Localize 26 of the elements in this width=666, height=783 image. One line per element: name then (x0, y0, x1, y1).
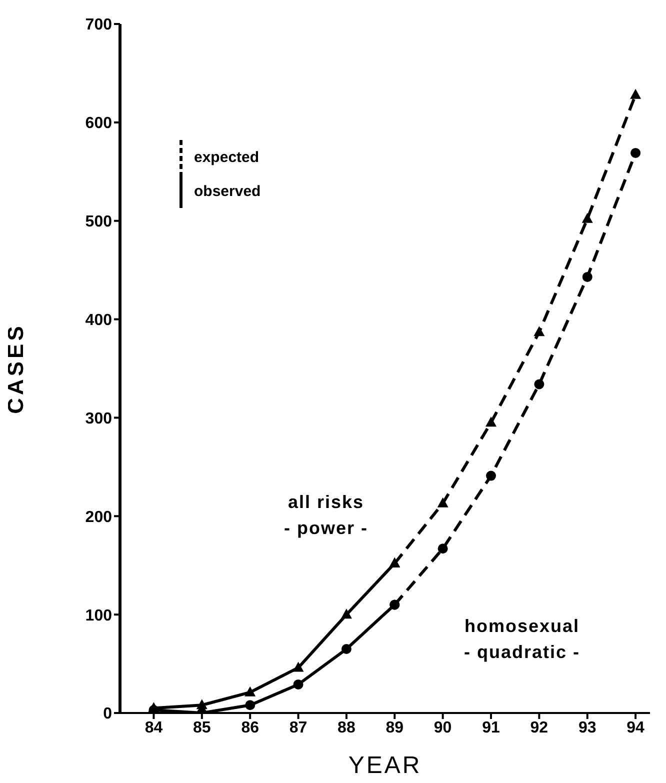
x-tick-label: 84 (144, 719, 163, 736)
x-tick-label: 93 (578, 719, 596, 736)
y-tick-label: 100 (85, 607, 112, 624)
legend-label: observed (194, 182, 261, 200)
x-tick-label: 87 (289, 719, 308, 736)
x-tick-label: 91 (482, 719, 500, 736)
legend-label: expected (194, 148, 260, 166)
x-tick-label: 86 (241, 719, 260, 736)
annotation: homosexual (463, 616, 581, 637)
y-tick-label: 0 (103, 706, 112, 723)
x-tick-label: 90 (434, 719, 452, 736)
x-tick-label: 92 (530, 719, 548, 736)
x-axis-title: YEAR (348, 752, 422, 779)
y-tick-label: 200 (85, 508, 112, 526)
x-tick-label: 94 (626, 719, 645, 736)
x-tick-label: 88 (338, 719, 356, 736)
annotation: all risks (286, 492, 366, 513)
y-tick-label: 300 (85, 410, 112, 428)
y-tick-label: 700 (85, 16, 112, 34)
y-tick-label: 400 (85, 312, 112, 329)
annotation: - quadratic - (462, 642, 581, 663)
x-tick-label: 89 (386, 719, 404, 736)
annotation: - power - (283, 518, 369, 539)
y-tick-label: 600 (85, 115, 112, 132)
x-tick-label: 85 (193, 719, 211, 736)
y-tick-label: 500 (85, 214, 112, 231)
